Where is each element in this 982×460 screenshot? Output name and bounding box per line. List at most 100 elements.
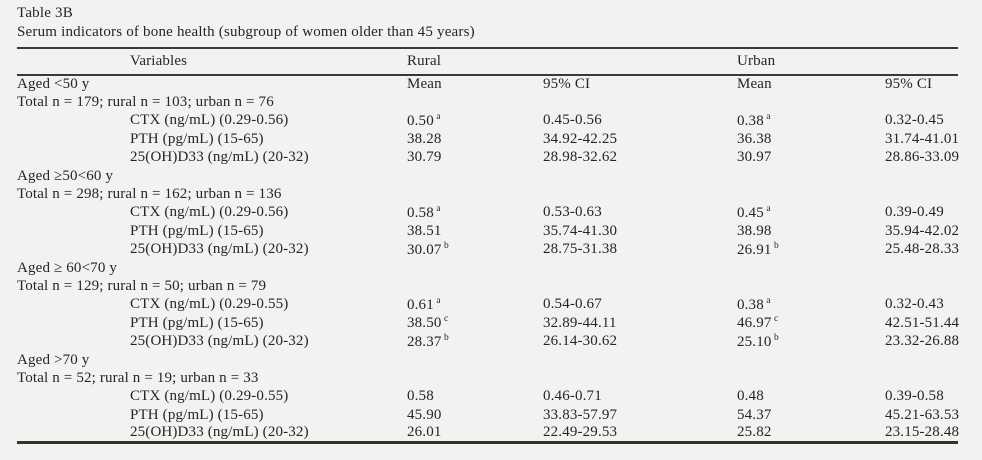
rural-ci-cell: 0.46-0.71 <box>543 388 602 405</box>
table-row: Total n = 129; rural n = 50; urban n = 7… <box>17 277 958 295</box>
urban-ci-cell: 31.74-41.01 <box>885 130 960 147</box>
urban-mean-cell: 36.38 <box>737 130 772 147</box>
rural-spacer <box>543 48 737 75</box>
row-label: PTH (pg/mL) (15-65) <box>130 314 264 331</box>
significance-superscript: a <box>436 295 441 306</box>
column-header-row: Variables Rural Urban <box>17 48 958 75</box>
row-label: Total n = 129; rural n = 50; urban n = 7… <box>17 277 267 294</box>
urban-mean-cell <box>737 185 885 203</box>
rural-group-header: Rural <box>407 53 442 69</box>
significance-superscript: c <box>774 314 779 325</box>
rural-ci-cell <box>543 277 737 295</box>
row-label: Aged >70 y <box>17 351 90 368</box>
urban-mean-cell: 0.38 a <box>737 295 771 313</box>
significance-superscript: a <box>766 203 771 214</box>
urban-ci-cell <box>885 93 958 111</box>
rural-mean-cell: 45.90 <box>407 406 442 423</box>
significance-superscript: b <box>444 240 449 251</box>
urban-ci-cell: 23.32-26.88 <box>885 333 960 350</box>
row-label: Total n = 52; rural n = 19; urban n = 33 <box>17 369 259 386</box>
table-row: 25(OH)D33 (ng/mL) (20-32) 30.79 28.98-32.6… <box>17 149 960 167</box>
urban-ci-cell: 95% CI <box>885 76 933 93</box>
table-row: CTX (ng/mL) (0.29-0.55) 0.58 0.46-0.71 0.48… <box>17 388 958 406</box>
urban-mean-cell: 26.91 b <box>737 240 779 258</box>
rural-ci-cell: 22.49-29.53 <box>543 424 618 441</box>
table-row: 25(OH)D33 (ng/mL) (20-32) 28.37 b 26.14-30.… <box>17 332 960 350</box>
significance-superscript: b <box>774 332 779 343</box>
significance-superscript: a <box>436 111 441 122</box>
urban-ci-cell: 35.94-42.02 <box>885 222 960 239</box>
urban-group-header: Urban <box>737 53 776 69</box>
rural-mean-cell: 30.07 b <box>407 240 449 258</box>
rural-mean-cell <box>407 93 543 111</box>
urban-ci-cell <box>885 185 958 203</box>
row-label: 25(OH)D33 (ng/mL) (20-32) <box>130 424 309 441</box>
rural-ci-cell <box>543 167 737 185</box>
rural-ci-cell: 33.83-57.97 <box>543 406 618 423</box>
row-label: CTX (ng/mL) (0.29-0.56) <box>130 112 289 129</box>
rural-mean-cell: 0.58 <box>407 388 434 405</box>
row-label: 25(OH)D33 (ng/mL) (20-32) <box>130 241 309 258</box>
rural-mean-cell <box>407 351 543 369</box>
rural-ci-cell: 32.89-44.11 <box>543 314 617 331</box>
urban-mean-cell: 0.38 a <box>737 111 771 129</box>
significance-superscript: b <box>774 240 779 251</box>
row-label: PTH (pg/mL) (15-65) <box>130 222 264 239</box>
table-number-title: Table 3B <box>17 5 73 21</box>
row-label: Total n = 298; rural n = 162; urban n = … <box>17 186 282 203</box>
rural-ci-cell <box>543 259 737 277</box>
urban-mean-cell: 25.10 b <box>737 332 779 350</box>
urban-mean-cell: 0.48 <box>737 388 764 405</box>
table-row: Aged ≥50<60 y <box>17 167 958 185</box>
table-row: 25(OH)D33 (ng/mL) (20-32) 30.07 b 28.75-31.… <box>17 240 959 259</box>
table-row: PTH (pg/mL) (15-65) 38.51 35.74-41.30 38.98… <box>17 222 960 240</box>
row-label: CTX (ng/mL) (0.29-0.55) <box>130 296 289 313</box>
row-label: Aged ≥ 60<70 y <box>17 259 118 276</box>
rural-ci-cell <box>543 369 737 387</box>
urban-ci-cell <box>885 167 958 185</box>
rural-mean-cell <box>407 167 543 185</box>
urban-ci-cell: 28.86-33.09 <box>885 149 960 166</box>
urban-ci-cell: 0.39-0.58 <box>885 388 944 405</box>
rural-mean-cell: 38.28 <box>407 130 442 147</box>
table-row: PTH (pg/mL) (15-65) 38.50 c 32.89-44.11 46.9… <box>17 314 959 332</box>
paper-table-page: Table 3B Serum indicators of bone health… <box>17 5 960 445</box>
urban-ci-cell: 45.21-63.53 <box>885 406 960 423</box>
table-row: Total n = 298; rural n = 162; urban n = … <box>17 185 958 203</box>
table-row: PTH (pg/mL) (15-65) 45.90 33.83-57.97 54.37… <box>17 406 960 424</box>
table-row: Aged <50 y Mean 95% CI Mean 95% CI <box>17 75 958 93</box>
rural-ci-cell <box>543 93 737 111</box>
row-label: CTX (ng/mL) (0.29-0.55) <box>130 388 289 405</box>
variables-column-header: Variables <box>130 53 188 69</box>
row-label: Aged <50 y <box>17 76 90 93</box>
urban-mean-cell: 38.98 <box>737 222 772 239</box>
table-row: CTX (ng/mL) (0.29-0.56) 0.50 a 0.45-0.56 0.3… <box>17 112 958 130</box>
urban-mean-cell <box>737 167 885 185</box>
rural-ci-cell: 0.45-0.56 <box>543 112 602 129</box>
row-label: 25(OH)D33 (ng/mL) (20-32) <box>130 333 309 350</box>
urban-mean-cell: 30.97 <box>737 149 772 166</box>
row-label: PTH (pg/mL) (15-65) <box>130 406 264 423</box>
rural-mean-cell: 30.79 <box>407 149 442 166</box>
rural-mean-cell <box>407 185 543 203</box>
rural-ci-cell: 34.92-42.25 <box>543 130 618 147</box>
table-row: PTH (pg/mL) (15-65) 38.28 34.92-42.25 36.38… <box>17 130 960 148</box>
rural-mean-cell <box>407 259 543 277</box>
rural-mean-cell <box>407 369 543 387</box>
urban-mean-cell: Mean <box>737 76 772 93</box>
rural-ci-cell: 26.14-30.62 <box>543 333 618 350</box>
row-label: CTX (ng/mL) (0.29-0.56) <box>130 204 289 221</box>
rural-mean-cell: 0.50 a <box>407 111 441 129</box>
urban-ci-cell: 0.32-0.43 <box>885 296 944 313</box>
rural-ci-cell: 35.74-41.30 <box>543 222 618 239</box>
serum-indicators-table: Variables Rural Urban Aged <50 y Mean 95% … <box>17 47 960 445</box>
rural-mean-cell: 26.01 <box>407 424 442 441</box>
table-row: 25(OH)D33 (ng/mL) (20-32) 26.01 22.49-29.5… <box>17 424 959 443</box>
row-label: Aged ≥50<60 y <box>17 167 114 184</box>
urban-ci-cell: 0.39-0.49 <box>885 204 944 221</box>
table-row: CTX (ng/mL) (0.29-0.55) 0.61 a 0.54-0.67 0.3… <box>17 296 958 314</box>
table-caption: Serum indicators of bone health (subgrou… <box>17 24 475 40</box>
urban-mean-cell <box>737 93 885 111</box>
rural-ci-cell <box>543 351 737 369</box>
significance-superscript: a <box>766 295 771 306</box>
